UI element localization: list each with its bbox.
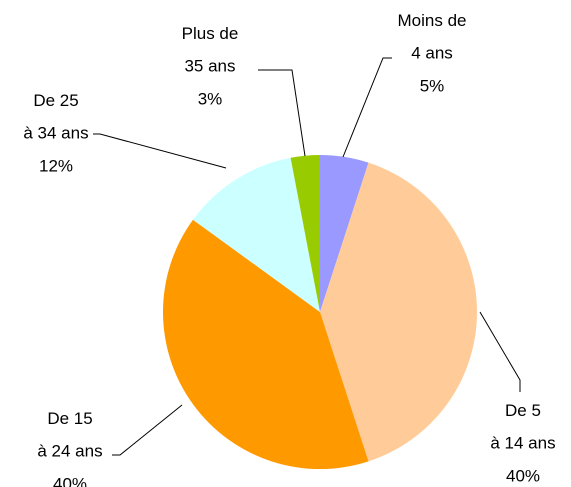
value-label: 5% <box>420 76 445 95</box>
pie-slice <box>290 155 320 312</box>
pie-slice <box>320 155 369 312</box>
leader-line <box>112 404 183 456</box>
value-label: 40% <box>506 466 540 485</box>
leader-line <box>479 311 521 392</box>
slice-label: Moins de 4 ans <box>398 11 467 63</box>
value-label: 12% <box>39 156 73 175</box>
leader-line <box>93 133 227 169</box>
slice-label: De 25 à 34 ans <box>23 91 88 143</box>
slice-label: Plus de 35 ans <box>182 24 239 76</box>
slice-label: De 15 à 24 ans <box>37 409 102 461</box>
pie-slice <box>320 162 477 462</box>
leader-line <box>342 57 392 158</box>
pie-slice <box>192 157 320 312</box>
leader-line <box>258 69 306 157</box>
value-label: 40% <box>53 474 87 487</box>
pie-slice <box>163 219 369 470</box>
value-label: 3% <box>198 89 223 108</box>
